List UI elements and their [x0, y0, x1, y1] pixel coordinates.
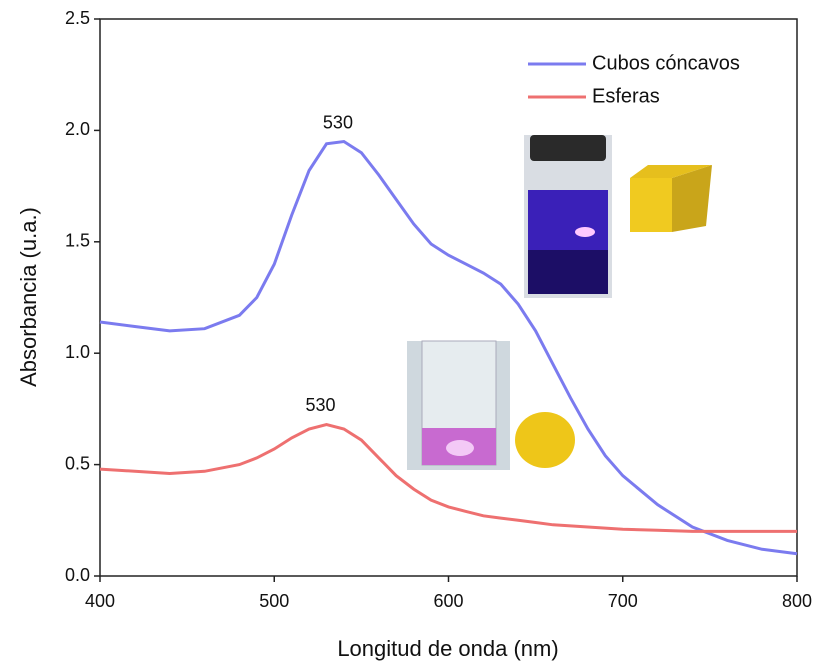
y-tick-label: 1.0 [65, 342, 90, 362]
peak-annotation: 530 [323, 112, 353, 132]
inset-vial-cubes [524, 135, 612, 298]
inset-sphere [515, 412, 575, 468]
legend-label: Cubos cóncavos [592, 52, 740, 74]
y-axis-title: Absorbancia (u.a.) [16, 207, 41, 387]
plot-frame [100, 19, 797, 576]
legend-label: Esferas [592, 85, 660, 107]
x-tick-label: 800 [782, 591, 812, 611]
x-tick-label: 700 [608, 591, 638, 611]
x-tick-label: 500 [259, 591, 289, 611]
x-axis-title: Longitud de onda (nm) [337, 636, 558, 661]
y-tick-label: 0.5 [65, 453, 90, 473]
y-tick-label: 1.5 [65, 231, 90, 251]
y-tick-label: 2.5 [65, 8, 90, 28]
x-tick-label: 400 [85, 591, 115, 611]
inset-vial-spheres [407, 341, 510, 470]
inset-cube [630, 165, 712, 232]
x-tick-label: 600 [433, 591, 463, 611]
y-tick-label: 0.0 [65, 565, 90, 585]
peak-annotation: 530 [306, 395, 336, 415]
y-tick-label: 2.0 [65, 119, 90, 139]
chart: Longitud de onda (nm) Absorbancia (u.a.)… [0, 0, 820, 665]
